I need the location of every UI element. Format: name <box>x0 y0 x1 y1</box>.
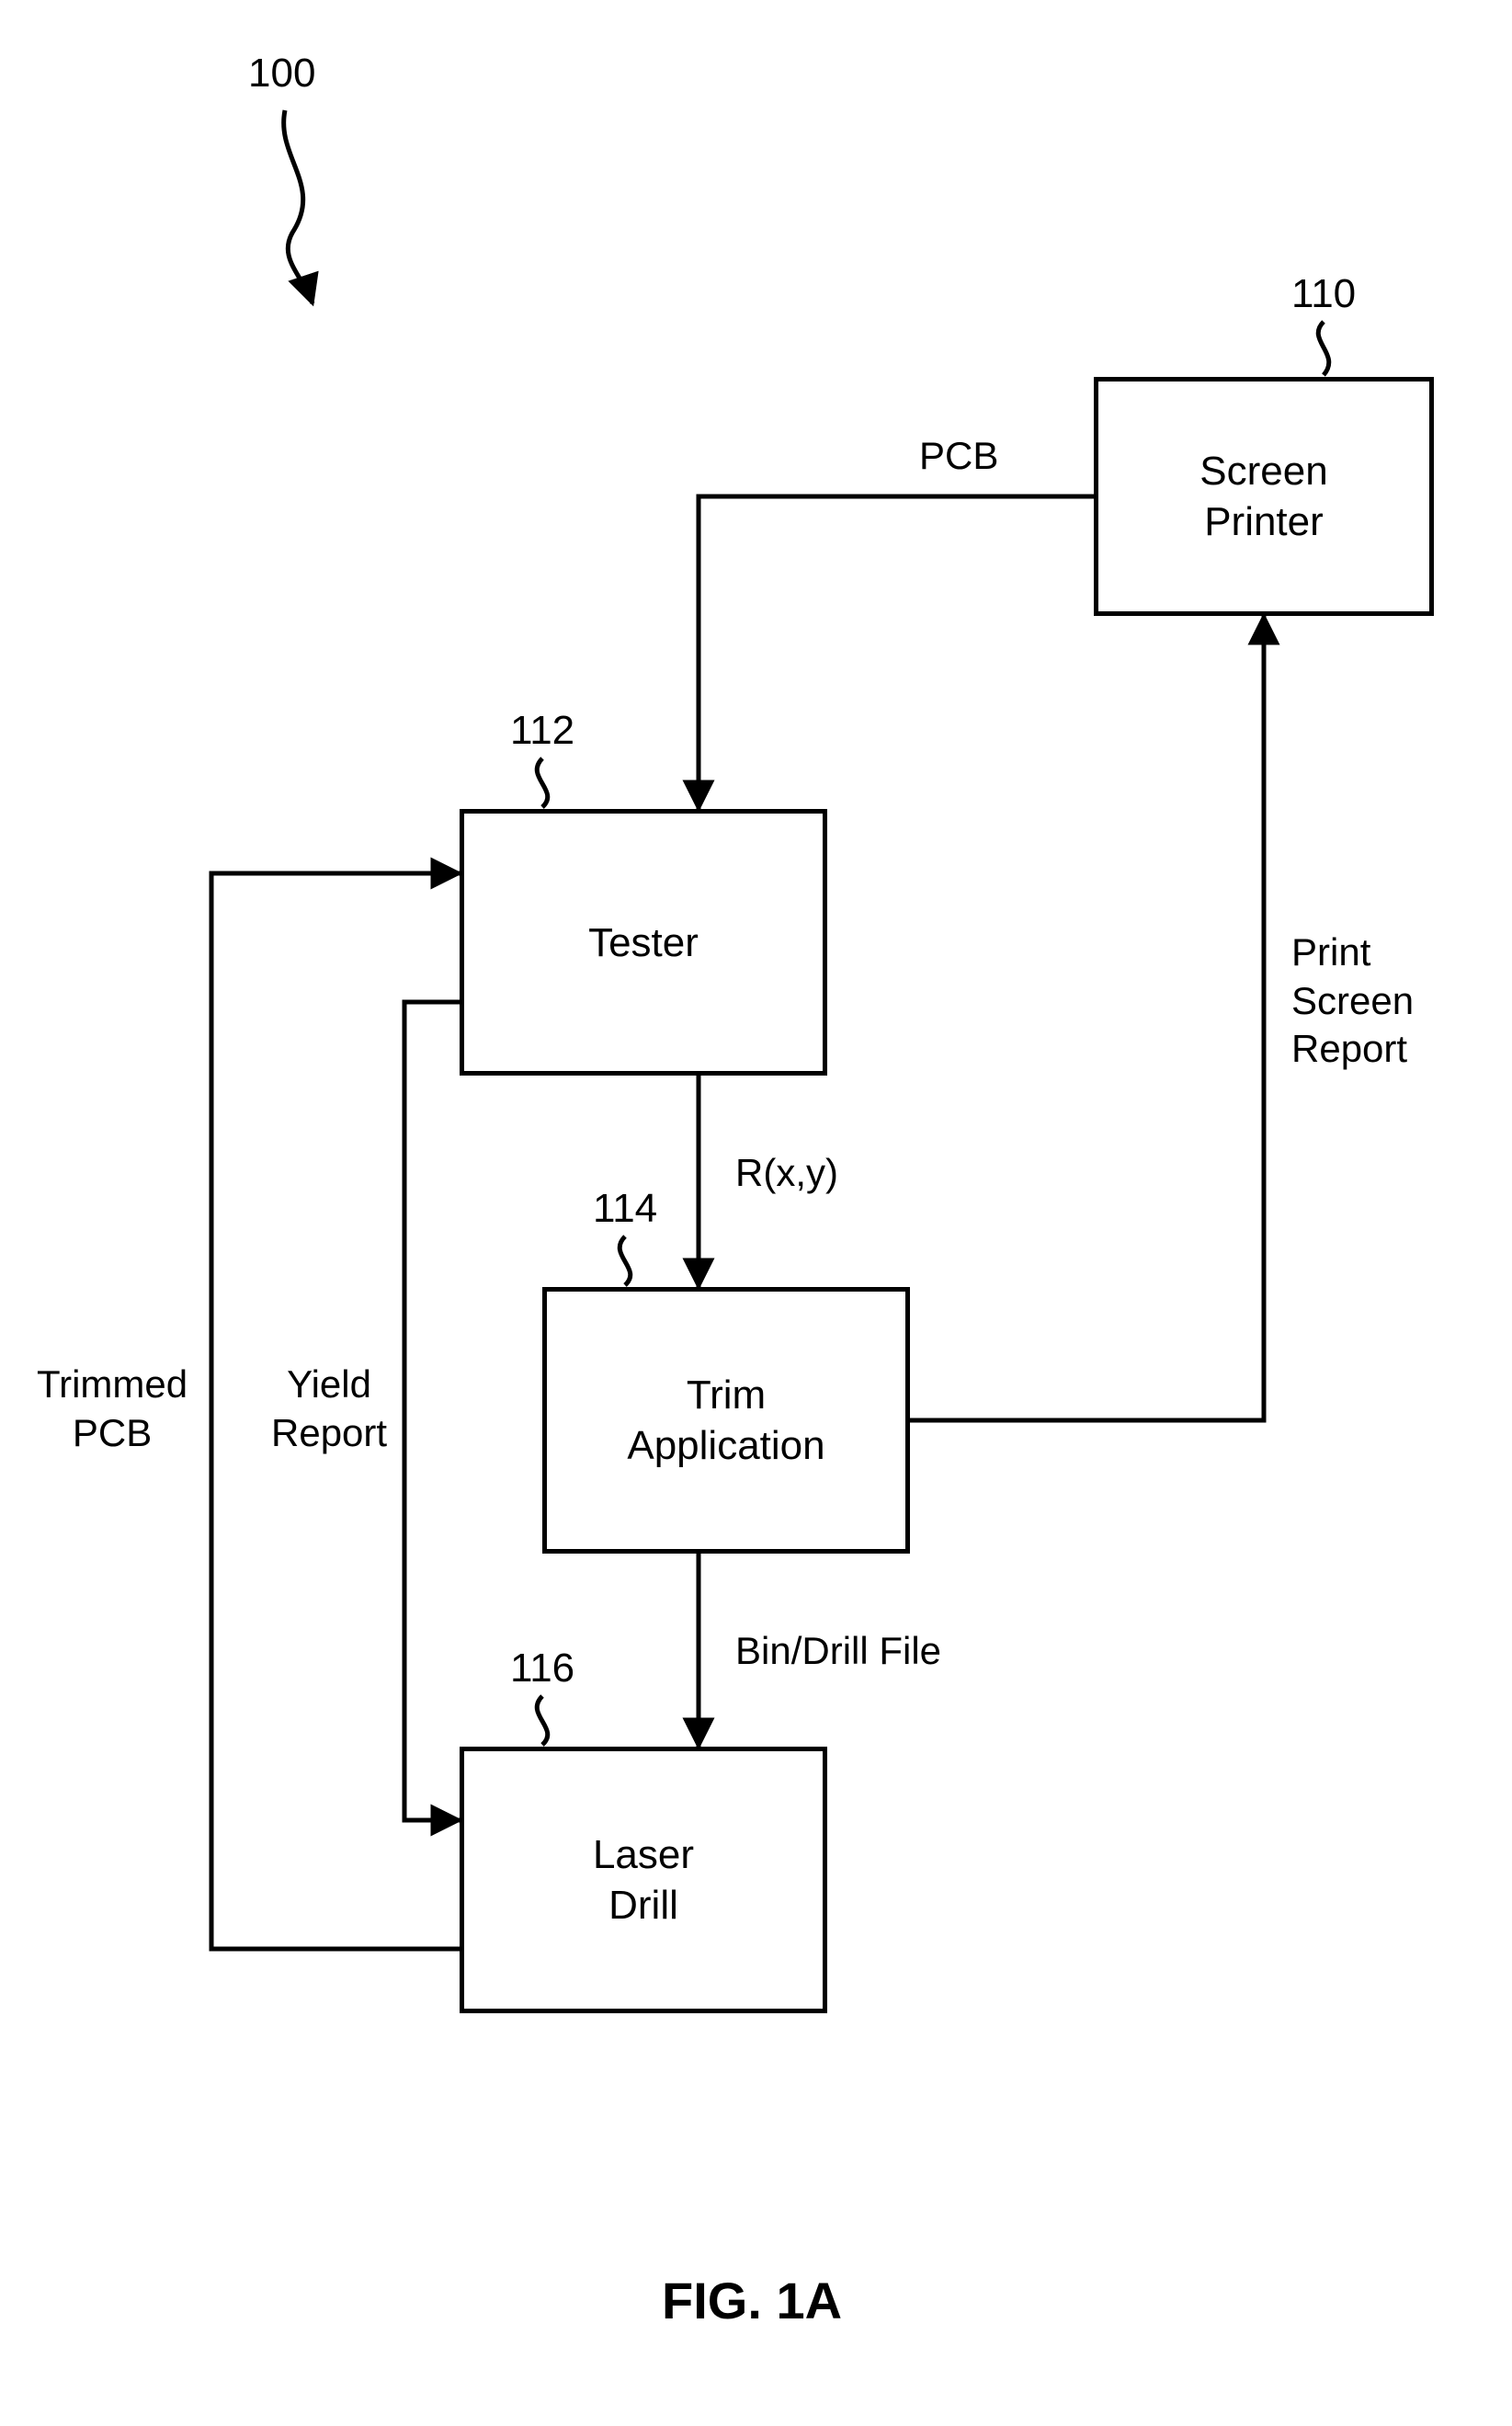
squiggle-laser-drill <box>537 1696 548 1745</box>
edge-label-pcb: PCB <box>919 432 998 481</box>
edge-print-report <box>910 616 1264 1420</box>
node-tester-label: Tester <box>588 917 699 968</box>
edge-label-yield-report: YieldReport <box>271 1361 387 1457</box>
edge-label-print-report: PrintScreenReport <box>1291 928 1414 1074</box>
node-tester: Tester <box>460 809 827 1076</box>
node-laser-drill: LaserDrill <box>460 1747 827 2013</box>
figure-caption: FIG. 1A <box>662 2271 842 2330</box>
node-trim-application-label: TrimApplication <box>627 1370 824 1471</box>
ref-trim-app: 114 <box>593 1186 657 1232</box>
node-screen-printer: ScreenPrinter <box>1094 377 1434 616</box>
edge-label-trimmed-pcb: TrimmedPCB <box>37 1361 188 1457</box>
ref-screen-printer: 110 <box>1291 271 1356 317</box>
ref-tester: 112 <box>510 708 574 754</box>
squiggle-trim-app <box>620 1236 631 1285</box>
node-trim-application: TrimApplication <box>542 1287 910 1554</box>
edge-yield-report <box>404 1002 460 1820</box>
edge-label-bin-drill: Bin/Drill File <box>735 1627 941 1676</box>
connectors-overlay <box>0 0 1512 2426</box>
node-screen-printer-label: ScreenPrinter <box>1199 446 1327 547</box>
squiggle-screen-printer <box>1318 322 1329 375</box>
edge-pcb <box>699 496 1094 809</box>
diagram-canvas: ScreenPrinter Tester TrimApplication Las… <box>0 0 1512 2426</box>
ref-laser-drill: 116 <box>510 1646 574 1691</box>
squiggle-tester <box>537 758 548 807</box>
node-laser-drill-label: LaserDrill <box>593 1829 694 1931</box>
squiggle-system <box>284 110 313 303</box>
edge-label-rxy: R(x,y) <box>735 1149 838 1198</box>
ref-system: 100 <box>248 51 315 97</box>
